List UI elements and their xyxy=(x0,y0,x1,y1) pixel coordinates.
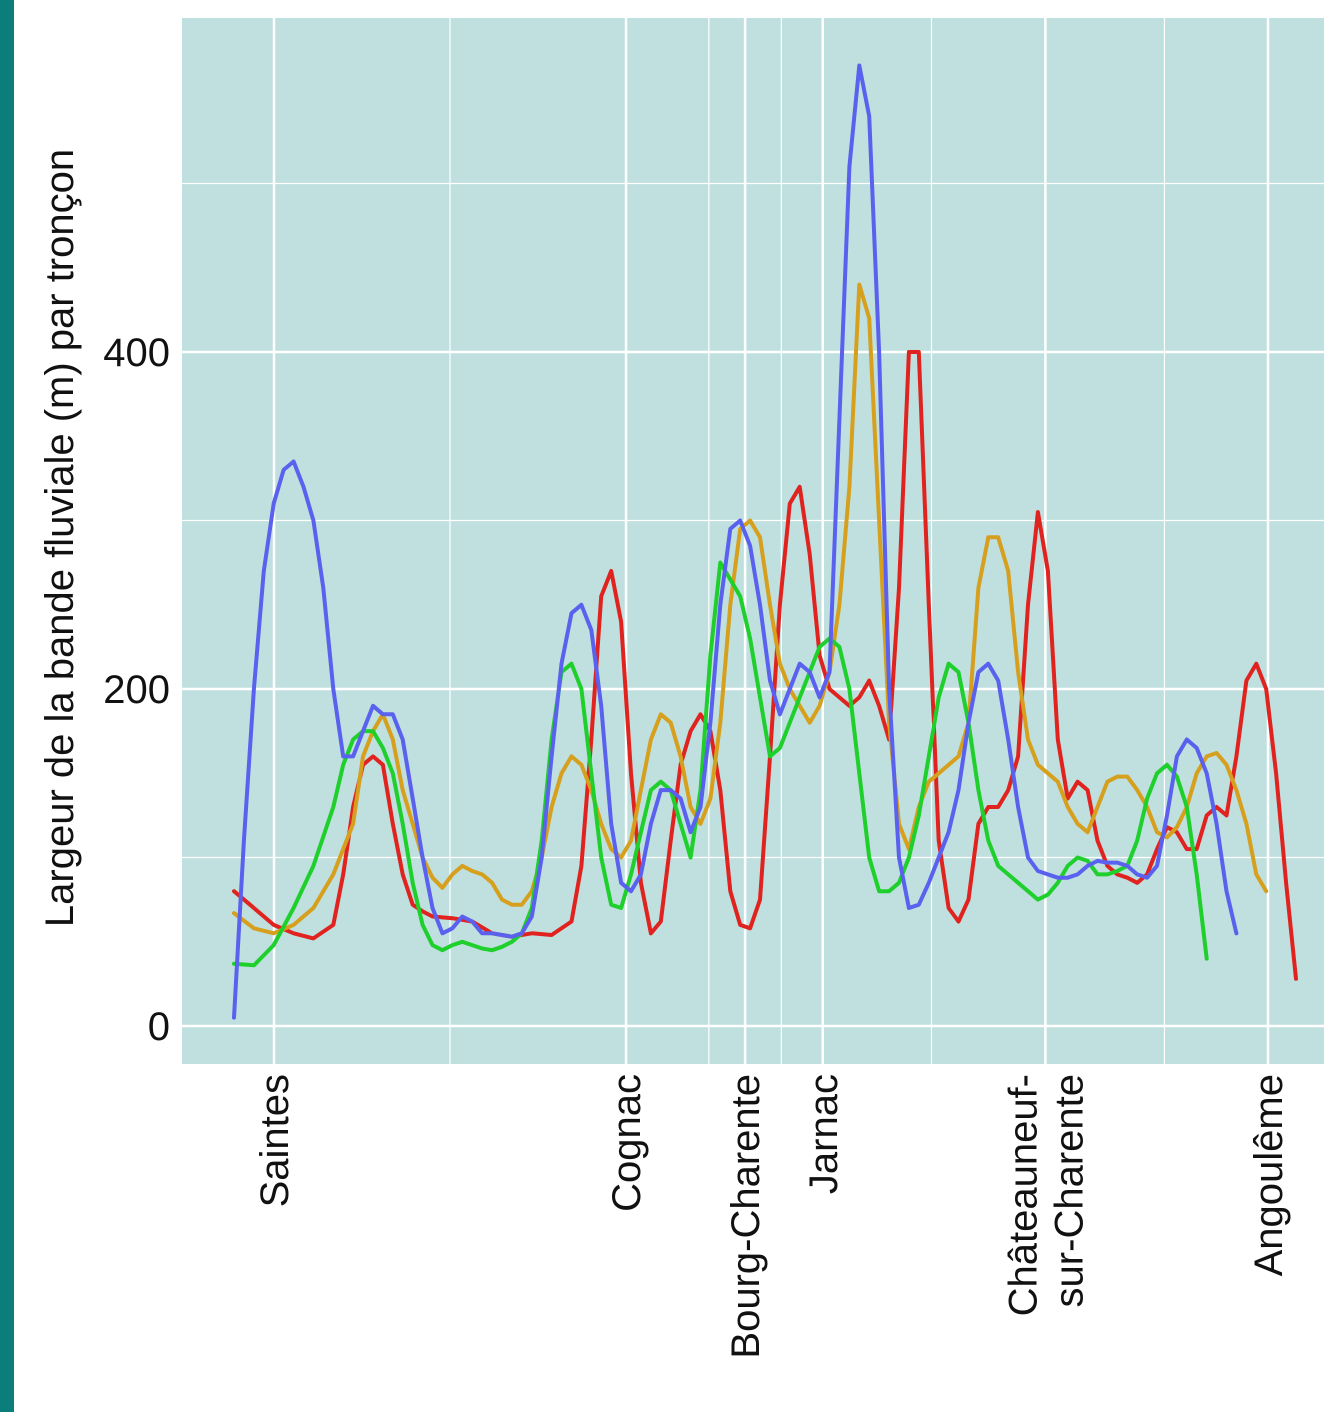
y-tick-labels: 0 200 400 xyxy=(103,331,170,1049)
series-line-3 xyxy=(232,63,1239,1020)
x-tick-label: Châteauneuf- xyxy=(1001,1074,1045,1316)
x-tick-label: Saintes xyxy=(253,1074,297,1207)
x-tick-label: Angoulême xyxy=(1247,1074,1291,1276)
plot-panel xyxy=(182,18,1324,1064)
series-line-0 xyxy=(232,350,1298,981)
y-tick-label: 200 xyxy=(103,668,170,712)
left-accent-bar xyxy=(0,0,14,1412)
gridlines xyxy=(182,18,1324,1064)
y-tick-label: 0 xyxy=(148,1005,170,1049)
x-tick-label: Cognac xyxy=(605,1074,649,1212)
x-tick-labels: Saintes Cognac Bourg-Charente Jarnac Château… xyxy=(253,1074,1291,1359)
x-tick-label: sur-Charente xyxy=(1047,1074,1091,1307)
series-line-2 xyxy=(232,560,1209,968)
series-line-1 xyxy=(232,282,1269,936)
x-tick-label: Jarnac xyxy=(802,1074,846,1194)
y-tick-label: 400 xyxy=(103,331,170,375)
x-tick-label: Bourg-Charente xyxy=(724,1074,768,1359)
series-lines xyxy=(232,63,1298,1020)
y-axis-label: Largeur de la bande fluviale (m) par tro… xyxy=(38,149,82,927)
